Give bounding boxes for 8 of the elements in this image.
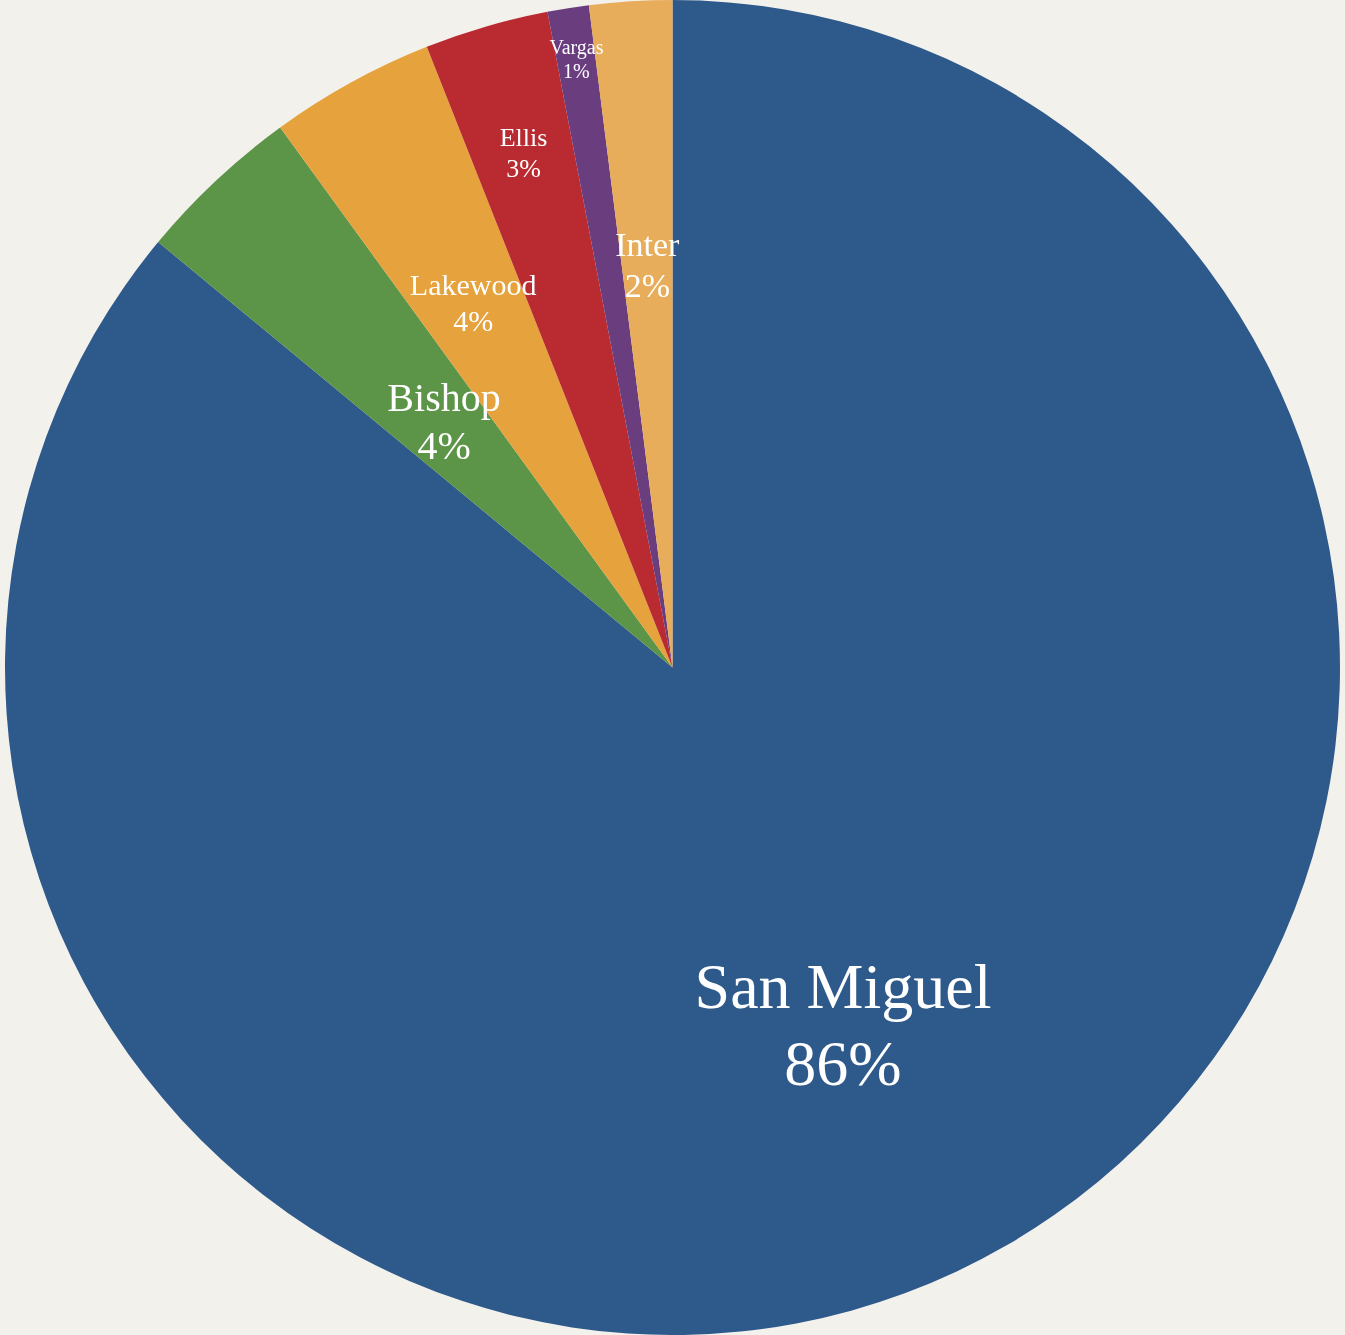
data-label: 4% <box>417 422 471 468</box>
slice-label: Ellis <box>499 122 548 152</box>
data-label: 86% <box>784 1028 902 1100</box>
slice-label: San Miguel <box>694 951 992 1023</box>
data-label: 4% <box>453 303 494 337</box>
data-label: 1% <box>563 60 590 83</box>
data-label: 2% <box>624 267 671 305</box>
data-label: 3% <box>506 154 541 184</box>
